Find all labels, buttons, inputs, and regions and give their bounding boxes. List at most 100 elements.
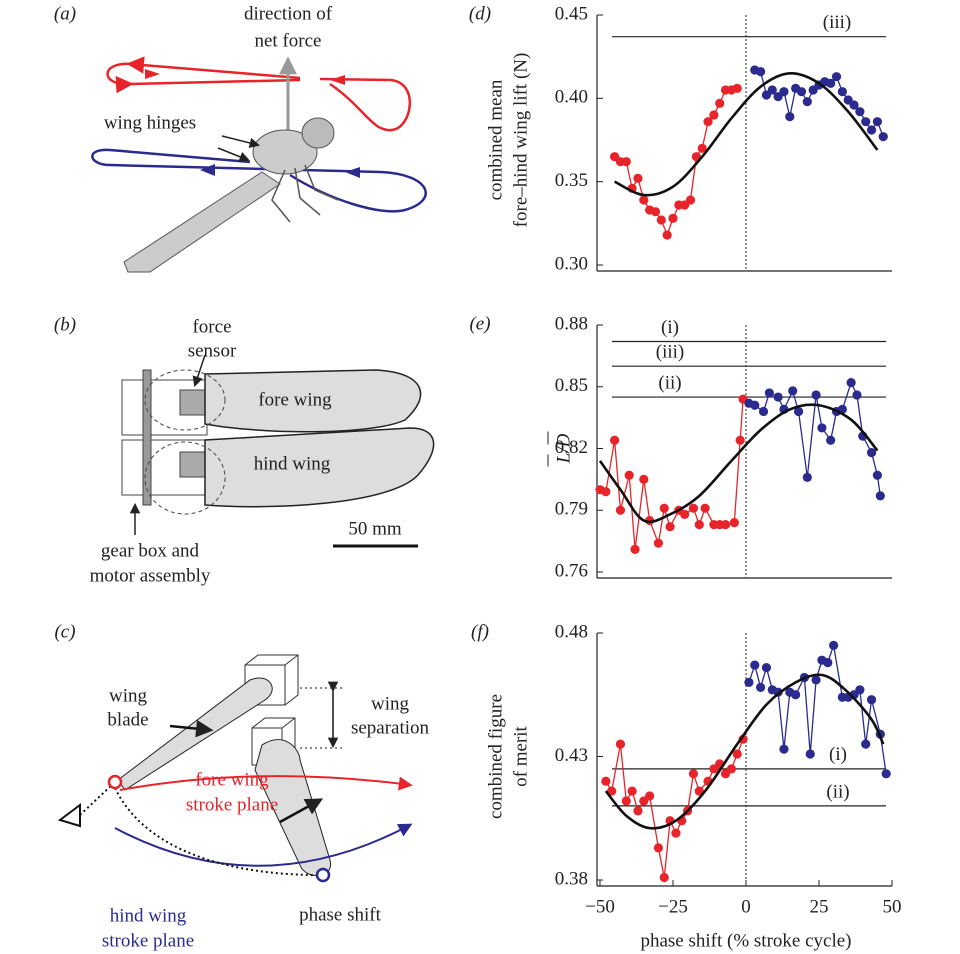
data-point [744,677,754,688]
panel-c: (c) wing blade wing separation fore wing… [54,621,429,951]
y-tick-label: 0.88 [555,313,588,334]
fore-wing-path [319,77,411,132]
y-tick-label: 0.79 [555,499,588,520]
data-point [802,97,812,107]
data-point [788,386,798,396]
data-point [811,675,821,685]
y-tick-label: 0.38 [555,868,588,889]
data-point [639,474,649,484]
annotation: stroke plane [102,930,194,951]
data-point [709,110,719,120]
x-tick-label: 50 [883,896,902,917]
fore-wing [204,369,422,433]
annotation: motor assembly [90,565,211,586]
x-tick-label: −50 [585,896,615,917]
data-point [872,117,883,127]
panel-label: (e) [469,313,490,334]
data-point [750,660,760,670]
annotation: hind wing [254,453,331,474]
data-point [866,125,877,135]
data-point [700,503,710,513]
data-point [872,470,883,480]
data-point [779,87,789,97]
annotation: force [192,316,231,337]
data-point [610,435,620,445]
shaft [142,369,152,506]
data-line [605,738,744,878]
annotation: wing hinges [104,112,196,133]
hind-point [315,867,331,883]
annotation: gear box and [101,540,200,561]
y-axis-label: fore–hind wing lift (N) [510,53,531,228]
data-point [671,828,681,838]
x-tick-label: 0 [741,896,751,917]
annotation: stroke plane [186,794,278,815]
data-point [756,67,766,77]
data-point [779,744,789,754]
data-point [720,520,731,530]
data-point [688,769,699,779]
hind-wing [204,427,435,508]
fore-wing-path [106,56,301,94]
panel-label: (a) [54,3,76,24]
data-point [688,503,699,513]
chord [279,798,324,824]
sensor [179,451,206,478]
data-point [826,435,836,445]
data-point [703,117,713,127]
data-point [861,739,871,749]
data-point [653,538,664,548]
arrowhead [330,75,345,85]
fore-blade [117,677,273,791]
data-point [846,378,856,388]
data-point [653,843,664,853]
data-point [650,207,661,217]
annotation: fore wing [258,389,332,410]
separation-guides [300,687,345,749]
pointer [192,354,206,387]
annotation: sensor [188,340,237,361]
y-axis-label: L/D [553,433,574,464]
fit-curve [614,72,879,197]
data-point [665,522,675,532]
data-point [785,112,795,122]
scale-label: 50 mm [348,518,402,539]
data-point [735,435,745,445]
data-point [861,117,871,127]
data-point [875,491,885,501]
data-point [601,487,611,497]
data-point [656,215,666,225]
data-point [659,872,669,883]
data-point [793,406,804,417]
arrowhead [145,69,160,79]
arrowhead [200,164,215,176]
legs [271,164,339,223]
data-line [614,87,738,237]
data-point [694,786,704,796]
y-tick-label: 0.43 [555,745,588,766]
annotation: wing [371,693,410,714]
x-axis-label: phase shift (% stroke cycle) [640,930,851,951]
phase-path [114,787,319,876]
data-point [621,796,631,806]
panel-a: (a) direction of net force wing hinges [54,3,427,273]
annotation: net force [255,30,322,51]
data-point [823,658,833,668]
reference-label: (i) [661,317,679,338]
y-tick-label: 0.45 [555,3,588,24]
data-point [831,72,842,82]
reference-label: (iii) [656,342,685,363]
data-point [659,503,669,513]
x-tick-label: −25 [658,896,688,917]
fit-curve [604,673,885,830]
data-point [852,390,862,400]
data-point [791,690,801,700]
y-tick-label: 0.30 [555,253,588,274]
data-point [680,509,690,519]
thorax [252,129,318,175]
data-point [668,213,678,223]
data-point [645,791,655,801]
data-point [761,662,772,673]
arrowhead [345,167,360,178]
outline [144,369,226,431]
